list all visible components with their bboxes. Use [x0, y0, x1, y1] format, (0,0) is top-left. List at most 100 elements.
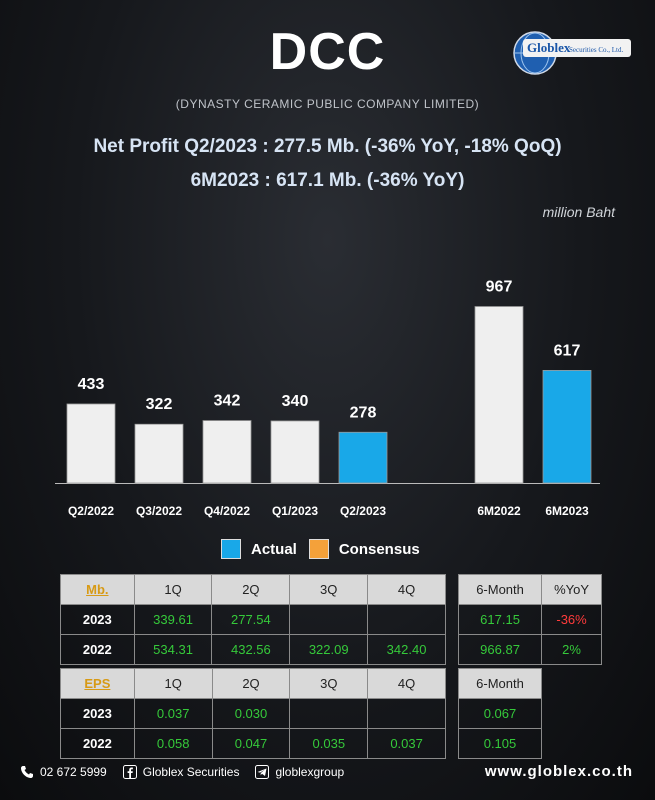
legend-actual-label: Actual [251, 540, 297, 558]
table-cell: 277.54 [211, 604, 291, 635]
legend-consensus-label: Consensus [338, 540, 420, 558]
table-cell: 0.047 [211, 728, 291, 759]
telegram-icon [255, 765, 270, 779]
table-cell [367, 698, 446, 729]
table-header-row: Mb. 1Q 2Q 3Q 4Q [60, 574, 446, 605]
table-row: 2022 534.31 432.56 322.09 342.40 [60, 634, 446, 665]
table-row: 0.105 [458, 728, 542, 759]
table-cell: 0.067 [458, 698, 542, 729]
bar-Q4-2022 [202, 420, 252, 484]
category-label: Q4/2022 [204, 504, 250, 518]
table-header-row: EPS 1Q 2Q 3Q 4Q [60, 668, 446, 699]
table-header-cell: %YoY [541, 574, 602, 605]
category-label: Q1/2023 [272, 504, 318, 518]
globlex-logo: Globlex Securities Co., Ltd. [513, 31, 631, 75]
unit-label: million Baht [542, 204, 615, 220]
consensus-swatch [308, 539, 329, 559]
table-row: 2023 0.037 0.030 [60, 698, 446, 729]
row-year: 2022 [60, 728, 135, 759]
table-cell: 0.030 [211, 698, 291, 729]
net-profit-6m-table: 6-Month %YoY 617.15 -36% 966.87 2% [457, 574, 602, 665]
headline-6m: 6M2023 : 617.1 Mb. (-36% YoY) [190, 170, 465, 191]
category-label: 6M2022 [477, 504, 521, 518]
row-year: 2022 [60, 634, 135, 665]
facebook-name: Globlex Securities [142, 765, 240, 779]
data-label: 342 [214, 393, 241, 410]
bar-Q2-2022 [66, 403, 116, 484]
actual-swatch [221, 539, 241, 559]
table-header-cell: Mb. [60, 574, 135, 605]
table-header-cell: 1Q [133, 574, 213, 605]
table-cell: -36% [541, 604, 602, 635]
category-label: Q3/2022 [136, 504, 182, 518]
table-header-cell: 3Q [289, 668, 369, 699]
facebook-icon [122, 765, 137, 779]
table-row: 2022 0.058 0.047 0.035 0.037 [60, 728, 446, 759]
phone-icon [21, 766, 33, 778]
data-label: 278 [350, 404, 377, 421]
website-link[interactable]: www.globlex.co.th [484, 763, 633, 780]
category-label: 6M2023 [545, 504, 589, 518]
table-header-row: 6-Month [458, 668, 542, 699]
bar-Q2-2023 [338, 431, 388, 484]
bar-6M2022 [474, 306, 524, 484]
eps-table: EPS 1Q 2Q 3Q 4Q 2023 0.037 0.030 2022 0.… [60, 668, 446, 759]
data-label: 340 [282, 393, 309, 410]
telegram-contact[interactable]: globlexgroup [255, 765, 344, 779]
data-label: 433 [78, 376, 105, 393]
table-cell: 0.037 [367, 728, 446, 759]
table-cell: 0.058 [133, 728, 213, 759]
telegram-name: globlexgroup [275, 765, 345, 779]
table-row: 0.067 [458, 698, 542, 729]
table-header-cell: 1Q [133, 668, 213, 699]
bar-Q3-2022 [134, 423, 184, 484]
category-label: Q2/2023 [340, 504, 386, 518]
table-header-cell: 6-Month [457, 574, 543, 605]
bar-6M2023 [542, 369, 592, 484]
bar-Q1-2023 [270, 420, 320, 484]
data-label: 617 [554, 342, 581, 359]
svg-text:Globlex: Globlex [527, 40, 571, 55]
table-row: 2023 339.61 277.54 [60, 604, 446, 635]
data-label: 322 [146, 396, 173, 413]
table-cell: 0.105 [458, 728, 542, 759]
phone-number: 02 672 5999 [40, 765, 107, 779]
phone-contact[interactable]: 02 672 5999 [20, 765, 107, 779]
table-header-row: 6-Month %YoY [457, 574, 602, 605]
row-year: 2023 [60, 604, 135, 635]
table-header-cell: 4Q [367, 574, 446, 605]
chart-legend: Actual Consensus [221, 538, 432, 560]
row-year: 2023 [60, 698, 135, 729]
table-cell [367, 604, 446, 635]
facebook-contact[interactable]: Globlex Securities [122, 765, 240, 779]
net-profit-table: Mb. 1Q 2Q 3Q 4Q 2023 339.61 277.54 2022 … [60, 574, 446, 665]
table-header-cell: 4Q [367, 668, 446, 699]
table-cell: 617.15 [457, 604, 543, 635]
category-label: Q2/2022 [68, 504, 114, 518]
table-cell: 0.037 [133, 698, 213, 729]
table-header-cell: 2Q [211, 668, 291, 699]
company-name: (DYNASTY CERAMIC PUBLIC COMPANY LIMITED) [175, 97, 480, 111]
data-label: 967 [486, 279, 513, 296]
page-title: DCC [269, 23, 386, 81]
table-cell: 2% [541, 634, 602, 665]
table-header-cell: EPS [60, 668, 135, 699]
eps-6m-table: 6-Month 0.067 0.105 [458, 668, 542, 759]
table-cell: 339.61 [133, 604, 213, 635]
table-cell [289, 698, 369, 729]
table-row: 966.87 2% [457, 634, 602, 665]
table-cell: 322.09 [289, 634, 369, 665]
table-cell: 342.40 [367, 634, 446, 665]
table-cell: 966.87 [457, 634, 543, 665]
table-cell: 0.035 [289, 728, 369, 759]
table-cell: 534.31 [133, 634, 213, 665]
table-header-cell: 2Q [211, 574, 291, 605]
table-row: 617.15 -36% [457, 604, 602, 635]
table-cell: 432.56 [211, 634, 291, 665]
headline-quarter: Net Profit Q2/2023 : 277.5 Mb. (-36% YoY… [93, 136, 562, 157]
svg-text:Securities Co., Ltd.: Securities Co., Ltd. [569, 46, 623, 54]
table-cell [289, 604, 369, 635]
table-header-cell: 3Q [289, 574, 369, 605]
table-header-cell: 6-Month [458, 668, 542, 699]
footer-contacts: 02 672 5999 Globlex Securities globlexgr… [20, 765, 360, 779]
